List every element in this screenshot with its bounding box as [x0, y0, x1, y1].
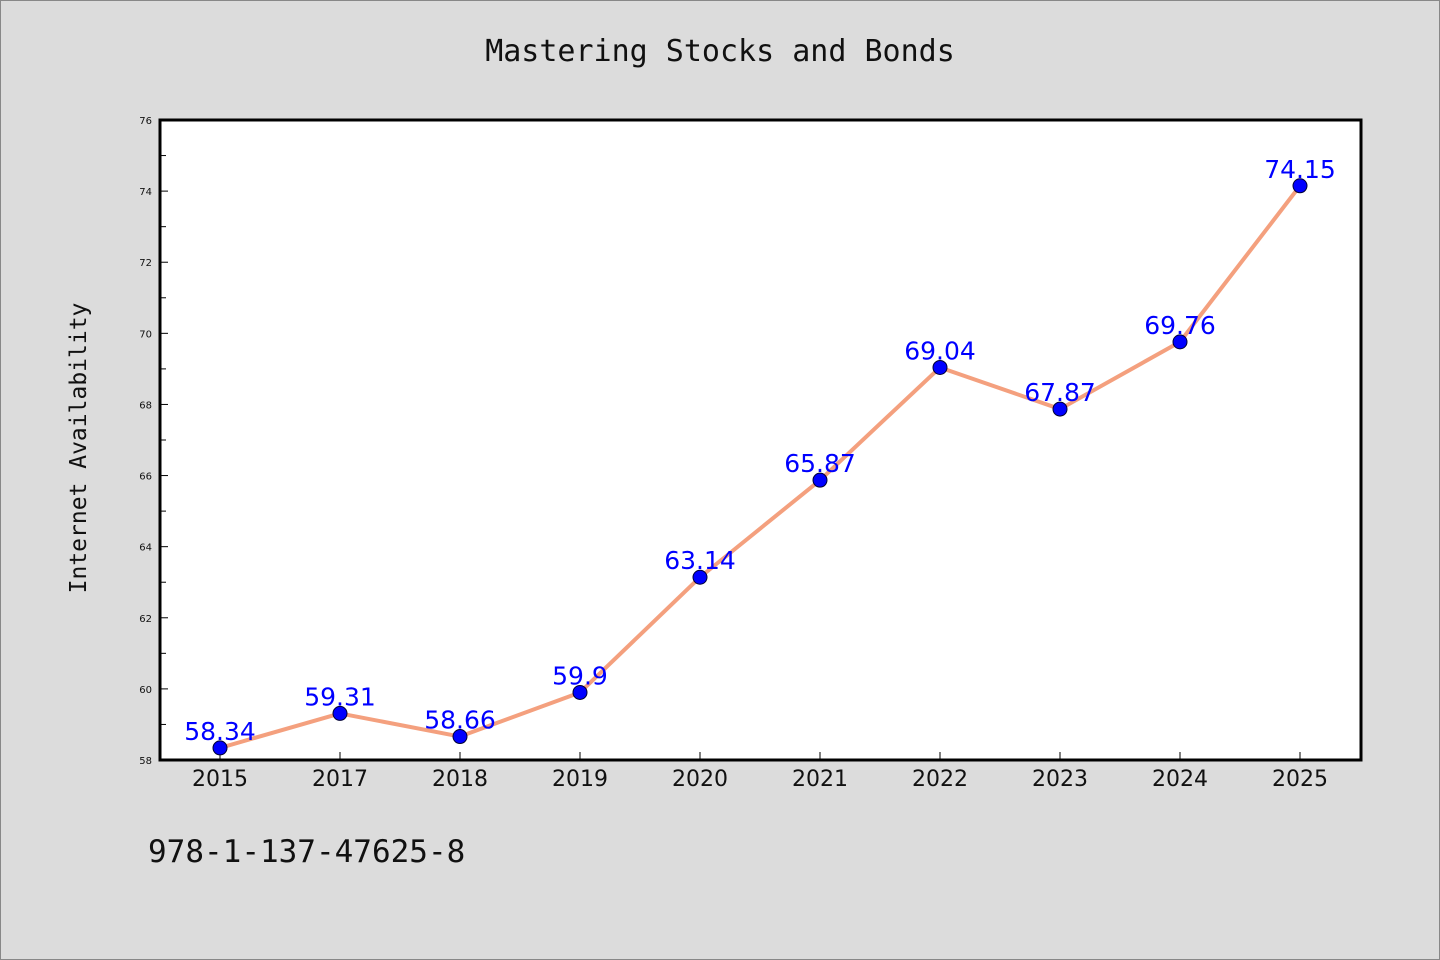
x-axis: 2015 2017 2018 2019 2020 2021 2022 2023 2024 2025	[192, 752, 1328, 792]
x-tick-label: 2021	[792, 767, 848, 792]
y-tick-label: 62	[139, 614, 152, 625]
y-tick-label: 66	[139, 472, 152, 483]
x-tick-label: 2015	[192, 767, 248, 792]
data-label: 63.14	[664, 546, 736, 575]
y-tick-label: 74	[139, 187, 152, 198]
data-point	[572, 684, 588, 700]
x-tick-label: 2025	[1272, 767, 1328, 792]
data-point	[1172, 334, 1188, 350]
x-tick-label: 2017	[312, 767, 368, 792]
plot-area	[158, 118, 1363, 762]
y-tick-label: 68	[139, 400, 152, 411]
data-label: 74.15	[1264, 155, 1336, 184]
y-axis: 58 60 62 64 66 68 70 72 74 76	[139, 116, 168, 767]
y-tick-label: 60	[139, 685, 152, 696]
data-point	[1292, 178, 1308, 194]
data-label: 69.04	[904, 336, 976, 365]
data-label: 58.34	[184, 717, 256, 746]
data-point	[332, 705, 348, 721]
data-point	[1052, 401, 1068, 417]
x-tick-label: 2020	[672, 767, 728, 792]
data-point	[932, 359, 948, 375]
data-point	[812, 472, 828, 488]
x-tick-label: 2018	[432, 767, 488, 792]
x-tick-label: 2023	[1032, 767, 1088, 792]
data-label: 67.87	[1024, 378, 1096, 407]
chart-title: Mastering Stocks and Bonds	[485, 34, 955, 69]
data-label: 65.87	[784, 449, 856, 478]
footer-code: 978-1-137-47625-8	[148, 834, 466, 870]
series-line	[219, 184, 1302, 750]
data-point	[692, 569, 708, 585]
y-tick-label: 76	[139, 116, 152, 127]
x-tick-label: 2024	[1152, 767, 1208, 792]
data-label: 69.76	[1144, 311, 1216, 340]
data-point	[452, 729, 468, 745]
data-point	[212, 740, 228, 756]
series-layer: 58.34 59.31 58.66 59.9 63.14 65.87 69.04 67.87 6…	[184, 155, 1336, 756]
y-tick-label: 58	[139, 756, 152, 767]
x-tick-label: 2022	[912, 767, 968, 792]
x-tick-label: 2019	[552, 767, 608, 792]
y-tick-label: 72	[139, 258, 152, 269]
y-tick-label: 64	[139, 543, 152, 554]
data-label: 59.31	[304, 682, 376, 711]
y-tick-label: 70	[139, 329, 152, 340]
data-label: 58.66	[424, 706, 496, 735]
data-label: 59.9	[552, 661, 608, 690]
y-axis-label: Internet Availability	[66, 303, 92, 594]
